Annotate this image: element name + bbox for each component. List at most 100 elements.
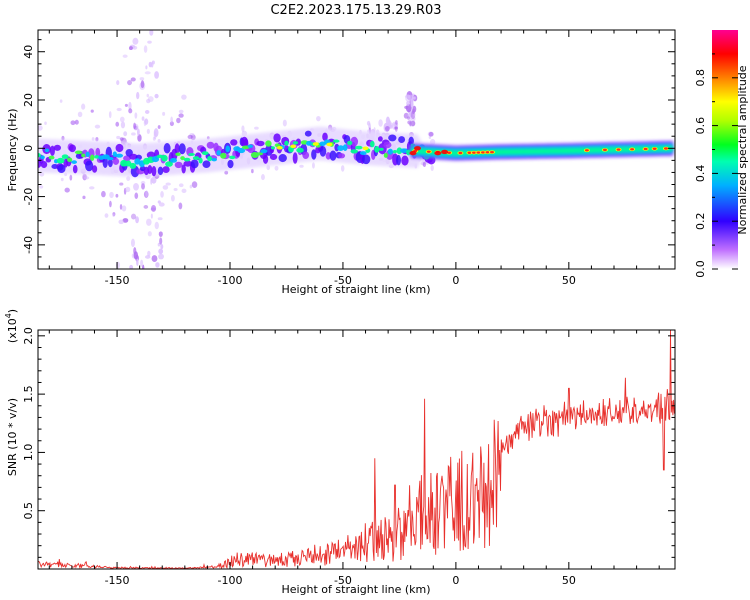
heat-core bbox=[180, 156, 185, 161]
heat-speck bbox=[119, 204, 123, 210]
heat-speck bbox=[189, 184, 193, 189]
heat-speck bbox=[159, 237, 163, 245]
heat-hotspot-core bbox=[652, 147, 657, 150]
heat-speck bbox=[178, 113, 184, 118]
heat-speck bbox=[141, 116, 145, 121]
heat-core bbox=[400, 148, 408, 153]
spectrogram-x-axis: -150 -100 -50 0 50 bbox=[48, 30, 660, 287]
heat-speck bbox=[132, 37, 139, 45]
heat-speck bbox=[410, 101, 414, 108]
heat-speck bbox=[133, 182, 139, 191]
heat-speck bbox=[158, 202, 165, 207]
heat-blob bbox=[57, 164, 66, 173]
x-tick-label: 0 bbox=[452, 574, 459, 587]
heat-hotspot-core bbox=[584, 149, 589, 152]
heat-core bbox=[350, 149, 358, 154]
heat-speck bbox=[60, 177, 64, 182]
heat-core bbox=[247, 144, 254, 149]
heat-speck bbox=[384, 126, 390, 132]
heat-speck bbox=[119, 182, 124, 186]
heat-hotspot-core bbox=[409, 150, 417, 156]
heat-speck bbox=[146, 93, 150, 98]
y-tick-label: 2.0 bbox=[22, 327, 35, 345]
x-tick-label: -50 bbox=[334, 274, 352, 287]
heat-core bbox=[90, 154, 95, 161]
heat-core bbox=[354, 145, 363, 150]
heat-speck bbox=[108, 111, 112, 119]
x-tick-label: 0 bbox=[452, 274, 459, 287]
heat-speck bbox=[155, 262, 160, 268]
heat-core bbox=[347, 140, 353, 146]
heat-speck bbox=[128, 46, 133, 51]
heat-hotspot-core bbox=[630, 148, 635, 151]
heat-speck bbox=[394, 126, 398, 130]
heat-speck bbox=[154, 93, 159, 99]
heat-speck bbox=[153, 128, 159, 138]
heat-speck bbox=[150, 213, 153, 219]
heat-speck bbox=[83, 176, 90, 180]
heat-speck bbox=[70, 120, 76, 126]
spectrogram-panel: -150 -100 -50 0 50 -40 -20 0 20 40 Height of str… bbox=[6, 29, 676, 296]
heat-blob bbox=[304, 130, 312, 137]
heat-speck bbox=[150, 177, 153, 185]
heat-core bbox=[115, 153, 124, 158]
heat-speck bbox=[126, 176, 131, 181]
heat-speck bbox=[120, 121, 126, 129]
heat-speck bbox=[128, 108, 133, 114]
heat-speck bbox=[154, 221, 159, 230]
heat-core bbox=[265, 140, 272, 147]
heat-speck bbox=[407, 116, 411, 120]
snr-frame bbox=[38, 330, 675, 569]
heat-blob bbox=[377, 136, 383, 142]
heat-blob bbox=[338, 153, 346, 159]
heat-core bbox=[151, 156, 160, 163]
colorbar-tick-label: 0.8 bbox=[694, 69, 707, 87]
heat-speck bbox=[127, 79, 133, 86]
snr-border bbox=[37, 329, 676, 570]
y-tick-label: 1.5 bbox=[22, 385, 35, 403]
heat-speck bbox=[181, 94, 187, 100]
heat-blob bbox=[329, 150, 337, 161]
heat-speck bbox=[131, 132, 136, 136]
heat-hotspot-core bbox=[467, 151, 472, 154]
heat-speck bbox=[406, 100, 410, 106]
snr-x-axis: -150 -100 -50 0 50 bbox=[48, 330, 660, 587]
heat-hotspot-core bbox=[447, 151, 452, 154]
heat-blob bbox=[190, 159, 199, 169]
heat-speck bbox=[143, 205, 149, 209]
heat-blob bbox=[202, 160, 211, 168]
heat-blob bbox=[398, 136, 406, 144]
heat-speck bbox=[130, 238, 135, 248]
snr-multiplier-base: (x10 bbox=[6, 318, 19, 343]
heat-blob bbox=[129, 153, 138, 160]
heat-hotspot bbox=[362, 146, 369, 151]
heat-speck bbox=[112, 213, 115, 217]
heat-hotspot-core bbox=[458, 151, 463, 155]
y-tick-label: 0.5 bbox=[22, 502, 35, 519]
heat-speck bbox=[135, 216, 139, 224]
heat-speck bbox=[136, 91, 140, 100]
heat-core bbox=[198, 157, 203, 164]
y-tick-label: -20 bbox=[22, 188, 35, 206]
heat-speck bbox=[145, 190, 148, 198]
heat-speck bbox=[254, 126, 259, 130]
heat-blob bbox=[256, 140, 265, 147]
heat-hotspot-core bbox=[485, 151, 490, 154]
heat-speck bbox=[187, 134, 193, 140]
heat-speck bbox=[224, 170, 229, 175]
heat-core bbox=[71, 160, 77, 164]
heat-hotspot bbox=[312, 142, 319, 146]
x-tick-label: 50 bbox=[562, 274, 576, 287]
heat-blob bbox=[183, 160, 193, 167]
heat-core bbox=[201, 151, 209, 156]
figure-title: C2E2.2023.175.13.29.R03 bbox=[270, 3, 441, 18]
heat-blob bbox=[206, 141, 215, 149]
heat-core bbox=[165, 161, 173, 167]
heat-blob bbox=[174, 161, 183, 169]
heat-speck bbox=[241, 125, 245, 132]
snr-series-line bbox=[38, 330, 675, 569]
heat-core bbox=[229, 155, 236, 160]
heat-blob bbox=[49, 145, 55, 157]
heat-speck bbox=[157, 125, 161, 129]
